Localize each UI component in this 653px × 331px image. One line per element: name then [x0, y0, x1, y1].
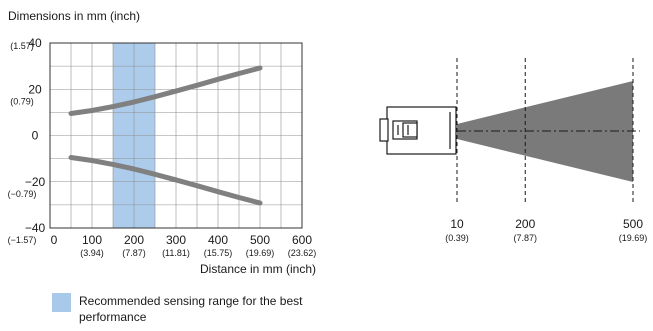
x-tick-label: 300	[166, 233, 186, 247]
x-tick-label: 100	[82, 233, 102, 247]
y-tick-label: 20	[28, 82, 42, 96]
y-tick-label: −20	[25, 175, 46, 189]
distance-sublabel: (19.69)	[619, 233, 648, 243]
sensor-icon	[379, 106, 457, 155]
x-tick-label: 200	[124, 233, 144, 247]
distance-label: 10	[450, 217, 464, 231]
x-axis-label: Distance in mm (inch)	[200, 262, 316, 276]
x-tick-labels: 0 100(3.94) 200(7.87) 300(11.81) 400(15.75) 5…	[51, 233, 317, 258]
chart-title: Dimensions in mm (inch)	[8, 9, 140, 23]
dimension-chart: Dimensions in mm (inch) 40(1.57) 20(0.79)…	[8, 9, 317, 276]
x-tick-sublabel: (3.94)	[80, 248, 104, 258]
y-tick-label: 0	[32, 129, 39, 143]
distance-label: 500	[623, 217, 643, 231]
x-tick-sublabel: (23.62)	[288, 248, 317, 258]
x-tick-label: 0	[51, 233, 58, 247]
y-tick-sublabel: (−1.57)	[8, 235, 37, 245]
beam-diagram: 10 (0.39) 200 (7.87) 500 (19.69)	[379, 58, 647, 243]
x-tick-sublabel: (7.87)	[122, 248, 146, 258]
y-tick-label: 40	[28, 36, 42, 50]
legend-swatch	[52, 293, 71, 312]
grid	[50, 43, 302, 228]
distance-sublabel: (7.87)	[513, 233, 537, 243]
y-tick-sublabel: (1.57)	[10, 41, 34, 51]
y-tick-label: −40	[25, 221, 46, 235]
series-group	[68, 65, 263, 206]
distance-sublabel: (0.39)	[445, 233, 469, 243]
sensor-rear-cap	[379, 118, 389, 142]
distance-label: 200	[515, 217, 535, 231]
x-tick-label: 400	[208, 233, 228, 247]
y-tick-labels: 40(1.57) 20(0.79) 0 −20(−0.79) −40(−1.57)	[8, 36, 46, 245]
legend: Recommended sensing range for the best p…	[52, 293, 352, 329]
distance-labels: 10 (0.39) 200 (7.87) 500 (19.69)	[445, 217, 647, 243]
legend-text: Recommended sensing range for the best p…	[79, 294, 303, 324]
upper-boundary-line	[68, 65, 263, 116]
x-tick-label: 600	[292, 233, 312, 247]
x-tick-sublabel: (15.75)	[204, 248, 233, 258]
x-tick-label: 500	[250, 233, 270, 247]
sensor-plug	[402, 122, 418, 138]
x-tick-sublabel: (11.81)	[162, 248, 190, 258]
x-tick-sublabel: (19.69)	[246, 248, 275, 258]
lower-boundary-line	[68, 155, 263, 206]
y-tick-sublabel: (0.79)	[10, 96, 34, 106]
y-tick-sublabel: (−0.79)	[8, 189, 37, 199]
plot-frame	[49, 42, 303, 229]
